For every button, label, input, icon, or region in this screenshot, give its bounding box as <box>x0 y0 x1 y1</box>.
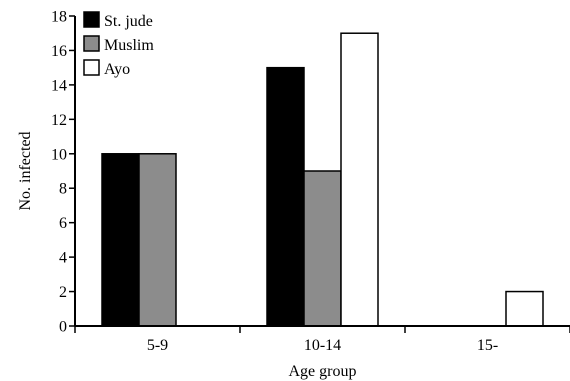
bar <box>505 290 544 327</box>
y-tick-label: 18 <box>51 9 67 26</box>
legend-swatch <box>83 35 100 52</box>
y-tick-label: 8 <box>59 181 67 198</box>
y-axis: 0 2 4 6 8 10 12 14 16 18 <box>51 9 75 336</box>
bar <box>266 66 305 327</box>
bars <box>101 32 544 327</box>
legend: St. jude Muslim Ayo <box>83 11 154 78</box>
legend-swatch <box>83 11 100 28</box>
bar <box>303 170 342 327</box>
bar <box>138 153 177 327</box>
x-tick-label: 10-14 <box>304 337 341 354</box>
legend-swatch <box>83 59 100 76</box>
legend-label: Muslim <box>104 37 154 54</box>
y-tick-label: 6 <box>59 215 67 232</box>
x-tick-label: 5-9 <box>147 337 168 354</box>
y-tick-label: 10 <box>51 146 67 163</box>
y-axis-title: No. infected <box>17 131 34 210</box>
bar <box>340 32 379 327</box>
y-tick-label: 12 <box>51 112 67 129</box>
x-axis: 5-9 10-14 15- <box>74 326 570 354</box>
legend-label: St. jude <box>104 13 153 30</box>
y-tick-label: 0 <box>59 319 67 336</box>
bar <box>101 153 140 327</box>
y-tick-label: 4 <box>59 250 67 267</box>
y-tick-label: 2 <box>59 284 67 301</box>
x-tick-label: 15- <box>477 337 498 354</box>
y-tick-label: 14 <box>51 77 67 94</box>
legend-label: Ayo <box>104 61 130 78</box>
x-axis-title: Age group <box>289 363 357 380</box>
y-tick-label: 16 <box>51 43 67 60</box>
